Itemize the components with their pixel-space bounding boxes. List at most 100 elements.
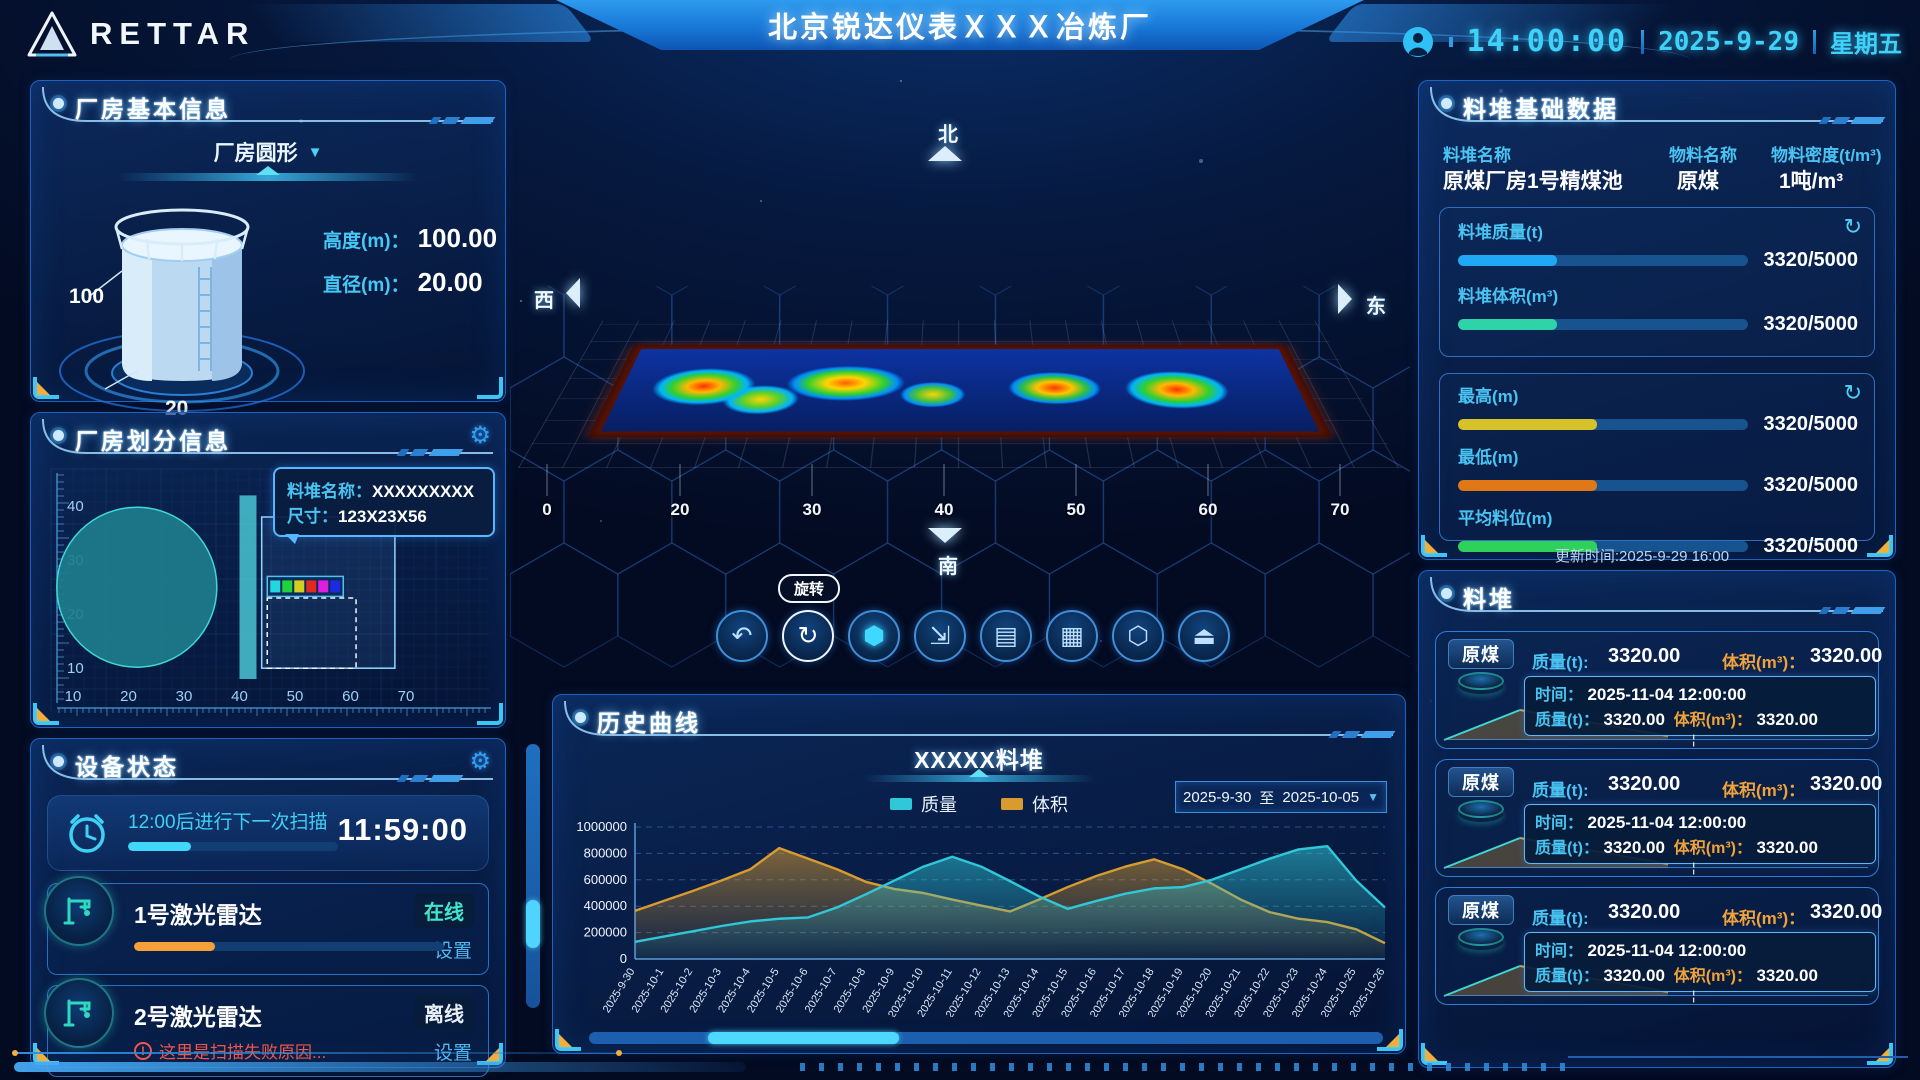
header-date: 2025-9-29 [1658, 27, 1799, 57]
pile-list-item[interactable]: 原煤 质量(t): 3320.00 体积(m³)： 3320.00 时间： 20… [1435, 759, 1879, 877]
compass-west-arrow[interactable] [566, 278, 580, 308]
legend-item[interactable]: 质量 [890, 791, 957, 817]
tool-wireframe-box-button[interactable]: ⬡ [1112, 610, 1164, 662]
chart-horizontal-scrollbar[interactable] [589, 1032, 1383, 1044]
pile-mass-label: 质量(t): [1532, 776, 1589, 801]
slider-thumb[interactable] [526, 900, 540, 948]
tool-flatten-view-button[interactable]: ▤ [980, 610, 1032, 662]
panel-pile-base-data: 料堆基础数据 料堆名称 原煤厂房1号精煤池 物料名称 原煤 物料密度(t/m³)… [1418, 80, 1896, 560]
legend-item[interactable]: 体积 [1001, 791, 1068, 817]
tip-volume-label: 体积(m³)： [1674, 712, 1752, 729]
legend-swatch [1001, 798, 1023, 810]
pile-volume-label: 体积(m³)： [1722, 648, 1805, 673]
dashboard: 北京锐达仪表ＸＸＸ冶炼厂 RETTAR 14:00:00 2025-9-29 星… [0, 0, 1920, 1080]
pile-tooltip: 时间： 2025-11-04 12:00:00 质量(t)： 3320.00 体… [1524, 676, 1876, 736]
division-bar[interactable] [240, 495, 257, 679]
pile-baseline [1444, 867, 1868, 868]
axis-tick-line [944, 464, 945, 496]
factory-circle-region[interactable] [57, 507, 217, 667]
device-name: 2号激光雷达 [134, 998, 262, 1032]
tool-move-cube-button[interactable]: ⇲ [914, 610, 966, 662]
gauge-value: 3320/5000 [1762, 474, 1858, 497]
color-swatch[interactable] [294, 580, 304, 592]
color-swatch[interactable] [282, 580, 292, 592]
tip-volume-value: 3320.00 [1756, 838, 1817, 857]
axis-tick-label: 20 [671, 500, 690, 520]
diameter-value: 20.00 [418, 267, 483, 298]
levels-card: ↻ 最高(m) 3320/5000 最低(m) 3320/5000 平均料位(m… [1439, 373, 1875, 541]
division-x-tick: 50 [287, 688, 304, 705]
panel-header: 设备状态 ⚙ [31, 739, 505, 787]
device-error-message: ! 这里是扫描失败原因... [134, 1038, 326, 1063]
tip-volume-label: 体积(m³)： [1674, 968, 1752, 985]
gauge-label: 最高(m) [1458, 382, 1874, 407]
axis-tick-line [547, 464, 548, 496]
alarm-clock-icon [64, 810, 110, 856]
tip-mass-value: 3320.00 [1603, 966, 1664, 985]
tank-illustration: 100 20 [47, 175, 312, 425]
status-badge: 离线 [414, 995, 474, 1030]
tip-time-value: 2025-11-04 12:00:00 [1587, 941, 1746, 960]
page-title: 北京锐达仪表ＸＸＸ冶炼厂 [768, 4, 1152, 46]
date-range-picker[interactable]: 2025-9-30 至 2025-10-05 ▼ [1175, 781, 1387, 813]
scan-timer-card: 12:00后进行下一次扫描 11:59:00 [47, 795, 489, 871]
tip-mass-value: 3320.00 [1603, 710, 1664, 729]
refresh-icon[interactable]: ↻ [1844, 214, 1862, 240]
error-icon: ! [134, 1042, 152, 1060]
device-card-radar1: 1号激光雷达 在线 设置 [47, 883, 489, 975]
division-tooltip-size-value: 123X23X56 [338, 507, 427, 526]
scene-3d-view[interactable]: 北 西 东 0 20 30 40 50 60 70 南 旋转 ↶ ↻ ⬢ ⇲ ▤ ▦ ⬡ ⏏ [510, 66, 1410, 692]
tool-brick-texture-button[interactable]: ▦ [1046, 610, 1098, 662]
color-swatch[interactable] [330, 580, 340, 592]
panel-bullet [53, 756, 64, 767]
tool-rotate-button[interactable]: ↻ [782, 610, 834, 662]
next-scan-notice: 12:00后进行下一次扫描 [128, 807, 328, 834]
gauge-value: 3320/5000 [1762, 313, 1858, 336]
radar-avatar [44, 978, 114, 1048]
shape-select-dropdown[interactable]: 厂房圆形 ▼ [214, 137, 323, 167]
chart-title-underline [864, 775, 1094, 782]
panel-bullet [53, 430, 64, 441]
scrollbar-thumb[interactable] [708, 1032, 899, 1044]
clock-separator [1641, 30, 1644, 54]
panel-history-curve: 历史曲线 XXXXX料堆 质量 体积 2025-9-30 至 2025-10-05… [552, 694, 1406, 1054]
pile-material-badge: 原煤 [1448, 895, 1514, 925]
footer-bar-left [14, 1062, 746, 1072]
refresh-icon[interactable]: ↻ [1844, 380, 1862, 406]
compass-north-arrow[interactable] [928, 146, 962, 161]
rotate-tooltip: 旋转 [778, 574, 840, 603]
tool-undo-button[interactable]: ↶ [716, 610, 768, 662]
color-swatch[interactable] [270, 580, 280, 592]
header-weekday: 星期五 [1830, 24, 1902, 59]
svg-text:800000: 800000 [584, 845, 627, 860]
footer-dotted-strip [800, 1063, 1570, 1071]
pile-mass-value: 3320.00 [1608, 901, 1680, 924]
pile-volume-value: 3320.00 [1810, 901, 1882, 924]
mass-volume-card: ↻ 料堆质量(t) 3320/5000 料堆体积(m³) 3320/5000 [1439, 207, 1875, 357]
date-range-to: 至 [1259, 787, 1274, 808]
pile-list-item[interactable]: 原煤 质量(t): 3320.00 体积(m³)： 3320.00 时间： 20… [1435, 887, 1879, 1005]
compass-east-arrow[interactable] [1338, 284, 1352, 314]
gear-icon[interactable]: ⚙ [469, 747, 491, 776]
panel-title: 设备状态 [75, 748, 179, 782]
compass-west-label: 西 [534, 284, 554, 313]
gear-icon[interactable]: ⚙ [469, 421, 491, 450]
axis-tick-line [812, 464, 813, 496]
compass-south-arrow[interactable] [928, 528, 962, 543]
division-x-tick: 10 [65, 688, 82, 705]
user-icon[interactable] [1401, 25, 1435, 59]
tip-mass-value: 3320.00 [1603, 838, 1664, 857]
color-swatch[interactable] [306, 580, 316, 592]
tool-unpack-box-button[interactable]: ⏏ [1178, 610, 1230, 662]
compass-north-label: 北 [938, 118, 958, 147]
pile-disc-icon [1458, 928, 1504, 946]
height-label: 高度(m)： [323, 226, 410, 253]
chevron-down-icon: ▼ [308, 144, 323, 161]
pile-list-item[interactable]: 原煤 质量(t): 3320.00 体积(m³)： 3320.00 时间： 20… [1435, 631, 1879, 749]
color-swatch[interactable] [318, 580, 328, 592]
pile-material-badge: 原煤 [1448, 639, 1514, 669]
chart-vertical-slider[interactable] [526, 744, 540, 1008]
pile-mass-value: 3320.00 [1608, 773, 1680, 796]
footer-dot [616, 1050, 622, 1056]
tool-cube-view-button[interactable]: ⬢ [848, 610, 900, 662]
